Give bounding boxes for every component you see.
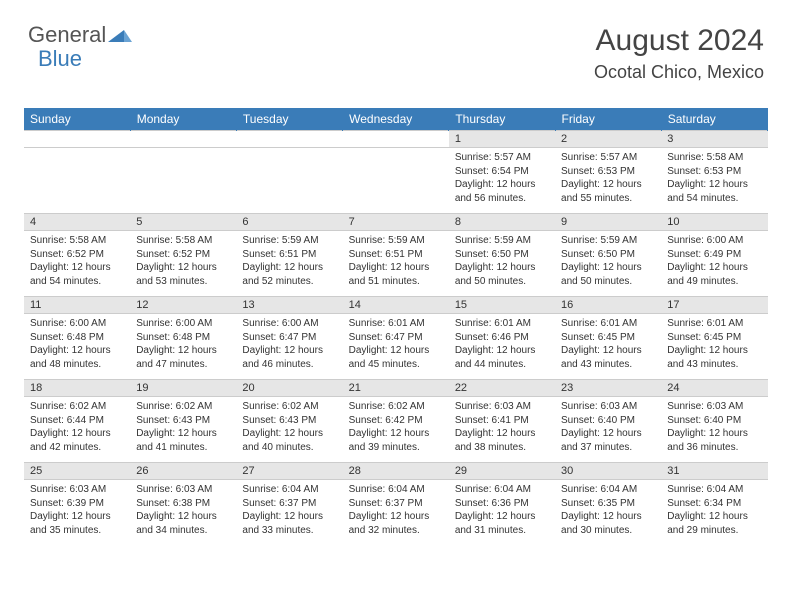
- day-detail-cell: Sunrise: 6:03 AM Sunset: 6:40 PM Dayligh…: [555, 397, 661, 463]
- logo-triangle-icon: [108, 26, 132, 44]
- day-detail-cell: Sunrise: 6:03 AM Sunset: 6:40 PM Dayligh…: [661, 397, 767, 463]
- detail-row: Sunrise: 5:57 AM Sunset: 6:54 PM Dayligh…: [24, 148, 768, 214]
- day-detail-cell: Sunrise: 6:04 AM Sunset: 6:35 PM Dayligh…: [555, 480, 661, 546]
- day-number-cell: 13: [236, 297, 342, 314]
- day-number-cell: 8: [449, 214, 555, 231]
- day-detail-cell: Sunrise: 6:02 AM Sunset: 6:44 PM Dayligh…: [24, 397, 130, 463]
- day-number-cell: 30: [555, 463, 661, 480]
- weekday-header: Wednesday: [343, 108, 449, 131]
- day-detail-cell: Sunrise: 6:04 AM Sunset: 6:37 PM Dayligh…: [236, 480, 342, 546]
- day-number-cell: 18: [24, 380, 130, 397]
- weekday-header: Tuesday: [236, 108, 342, 131]
- day-detail-cell: Sunrise: 5:57 AM Sunset: 6:53 PM Dayligh…: [555, 148, 661, 214]
- day-number-cell: 3: [661, 131, 767, 148]
- detail-row: Sunrise: 6:00 AM Sunset: 6:48 PM Dayligh…: [24, 314, 768, 380]
- day-detail-cell: [24, 148, 130, 214]
- day-number-cell: 5: [130, 214, 236, 231]
- day-number-cell: 17: [661, 297, 767, 314]
- day-number-cell: 2: [555, 131, 661, 148]
- day-detail-cell: Sunrise: 6:02 AM Sunset: 6:43 PM Dayligh…: [236, 397, 342, 463]
- daynum-row: 123: [24, 131, 768, 148]
- day-number-cell: 1: [449, 131, 555, 148]
- weekday-header: Thursday: [449, 108, 555, 131]
- day-number-cell: [236, 131, 342, 148]
- day-number-cell: 22: [449, 380, 555, 397]
- day-number-cell: 25: [24, 463, 130, 480]
- day-number-cell: 20: [236, 380, 342, 397]
- day-detail-cell: Sunrise: 6:01 AM Sunset: 6:46 PM Dayligh…: [449, 314, 555, 380]
- day-detail-cell: Sunrise: 5:59 AM Sunset: 6:50 PM Dayligh…: [555, 231, 661, 297]
- day-number-cell: 24: [661, 380, 767, 397]
- day-number-cell: 14: [343, 297, 449, 314]
- day-detail-cell: Sunrise: 5:59 AM Sunset: 6:50 PM Dayligh…: [449, 231, 555, 297]
- day-number-cell: [24, 131, 130, 148]
- day-number-cell: 11: [24, 297, 130, 314]
- logo-text-2: Blue: [38, 46, 82, 72]
- day-detail-cell: Sunrise: 6:03 AM Sunset: 6:41 PM Dayligh…: [449, 397, 555, 463]
- weekday-header: Monday: [130, 108, 236, 131]
- detail-row: Sunrise: 5:58 AM Sunset: 6:52 PM Dayligh…: [24, 231, 768, 297]
- day-detail-cell: Sunrise: 6:04 AM Sunset: 6:37 PM Dayligh…: [343, 480, 449, 546]
- day-detail-cell: Sunrise: 6:02 AM Sunset: 6:43 PM Dayligh…: [130, 397, 236, 463]
- day-number-cell: 12: [130, 297, 236, 314]
- day-detail-cell: Sunrise: 6:02 AM Sunset: 6:42 PM Dayligh…: [343, 397, 449, 463]
- day-number-cell: 26: [130, 463, 236, 480]
- day-number-cell: 4: [24, 214, 130, 231]
- logo-text-1: General: [28, 22, 106, 48]
- day-number-cell: 19: [130, 380, 236, 397]
- day-detail-cell: Sunrise: 6:01 AM Sunset: 6:47 PM Dayligh…: [343, 314, 449, 380]
- header-right: August 2024 Ocotal Chico, Mexico: [594, 24, 764, 83]
- day-number-cell: 7: [343, 214, 449, 231]
- daynum-row: 18192021222324: [24, 380, 768, 397]
- daynum-row: 11121314151617: [24, 297, 768, 314]
- day-detail-cell: Sunrise: 6:03 AM Sunset: 6:38 PM Dayligh…: [130, 480, 236, 546]
- day-number-cell: [130, 131, 236, 148]
- calendar-table: Sunday Monday Tuesday Wednesday Thursday…: [24, 108, 768, 546]
- day-number-cell: [343, 131, 449, 148]
- day-number-cell: 31: [661, 463, 767, 480]
- detail-row: Sunrise: 6:03 AM Sunset: 6:39 PM Dayligh…: [24, 480, 768, 546]
- day-number-cell: 28: [343, 463, 449, 480]
- day-detail-cell: Sunrise: 5:58 AM Sunset: 6:52 PM Dayligh…: [24, 231, 130, 297]
- logo: General: [28, 22, 132, 48]
- day-detail-cell: Sunrise: 6:00 AM Sunset: 6:48 PM Dayligh…: [24, 314, 130, 380]
- day-detail-cell: [236, 148, 342, 214]
- day-number-cell: 27: [236, 463, 342, 480]
- day-number-cell: 9: [555, 214, 661, 231]
- weekday-header: Sunday: [24, 108, 130, 131]
- weekday-header-row: Sunday Monday Tuesday Wednesday Thursday…: [24, 108, 768, 131]
- day-detail-cell: Sunrise: 6:00 AM Sunset: 6:48 PM Dayligh…: [130, 314, 236, 380]
- daynum-row: 45678910: [24, 214, 768, 231]
- day-detail-cell: Sunrise: 5:59 AM Sunset: 6:51 PM Dayligh…: [343, 231, 449, 297]
- day-detail-cell: Sunrise: 6:04 AM Sunset: 6:34 PM Dayligh…: [661, 480, 767, 546]
- month-title: August 2024: [594, 24, 764, 58]
- daynum-row: 25262728293031: [24, 463, 768, 480]
- day-number-cell: 10: [661, 214, 767, 231]
- day-number-cell: 6: [236, 214, 342, 231]
- day-detail-cell: Sunrise: 5:58 AM Sunset: 6:52 PM Dayligh…: [130, 231, 236, 297]
- day-detail-cell: [130, 148, 236, 214]
- day-detail-cell: Sunrise: 6:01 AM Sunset: 6:45 PM Dayligh…: [661, 314, 767, 380]
- day-number-cell: 21: [343, 380, 449, 397]
- day-detail-cell: Sunrise: 6:01 AM Sunset: 6:45 PM Dayligh…: [555, 314, 661, 380]
- detail-row: Sunrise: 6:02 AM Sunset: 6:44 PM Dayligh…: [24, 397, 768, 463]
- location-title: Ocotal Chico, Mexico: [594, 62, 764, 83]
- day-detail-cell: Sunrise: 6:03 AM Sunset: 6:39 PM Dayligh…: [24, 480, 130, 546]
- day-number-cell: 16: [555, 297, 661, 314]
- day-number-cell: 15: [449, 297, 555, 314]
- day-number-cell: 29: [449, 463, 555, 480]
- day-detail-cell: [343, 148, 449, 214]
- weekday-header: Friday: [555, 108, 661, 131]
- day-detail-cell: Sunrise: 6:04 AM Sunset: 6:36 PM Dayligh…: [449, 480, 555, 546]
- day-detail-cell: Sunrise: 5:58 AM Sunset: 6:53 PM Dayligh…: [661, 148, 767, 214]
- day-detail-cell: Sunrise: 5:57 AM Sunset: 6:54 PM Dayligh…: [449, 148, 555, 214]
- day-detail-cell: Sunrise: 6:00 AM Sunset: 6:47 PM Dayligh…: [236, 314, 342, 380]
- day-detail-cell: Sunrise: 5:59 AM Sunset: 6:51 PM Dayligh…: [236, 231, 342, 297]
- day-number-cell: 23: [555, 380, 661, 397]
- weekday-header: Saturday: [661, 108, 767, 131]
- day-detail-cell: Sunrise: 6:00 AM Sunset: 6:49 PM Dayligh…: [661, 231, 767, 297]
